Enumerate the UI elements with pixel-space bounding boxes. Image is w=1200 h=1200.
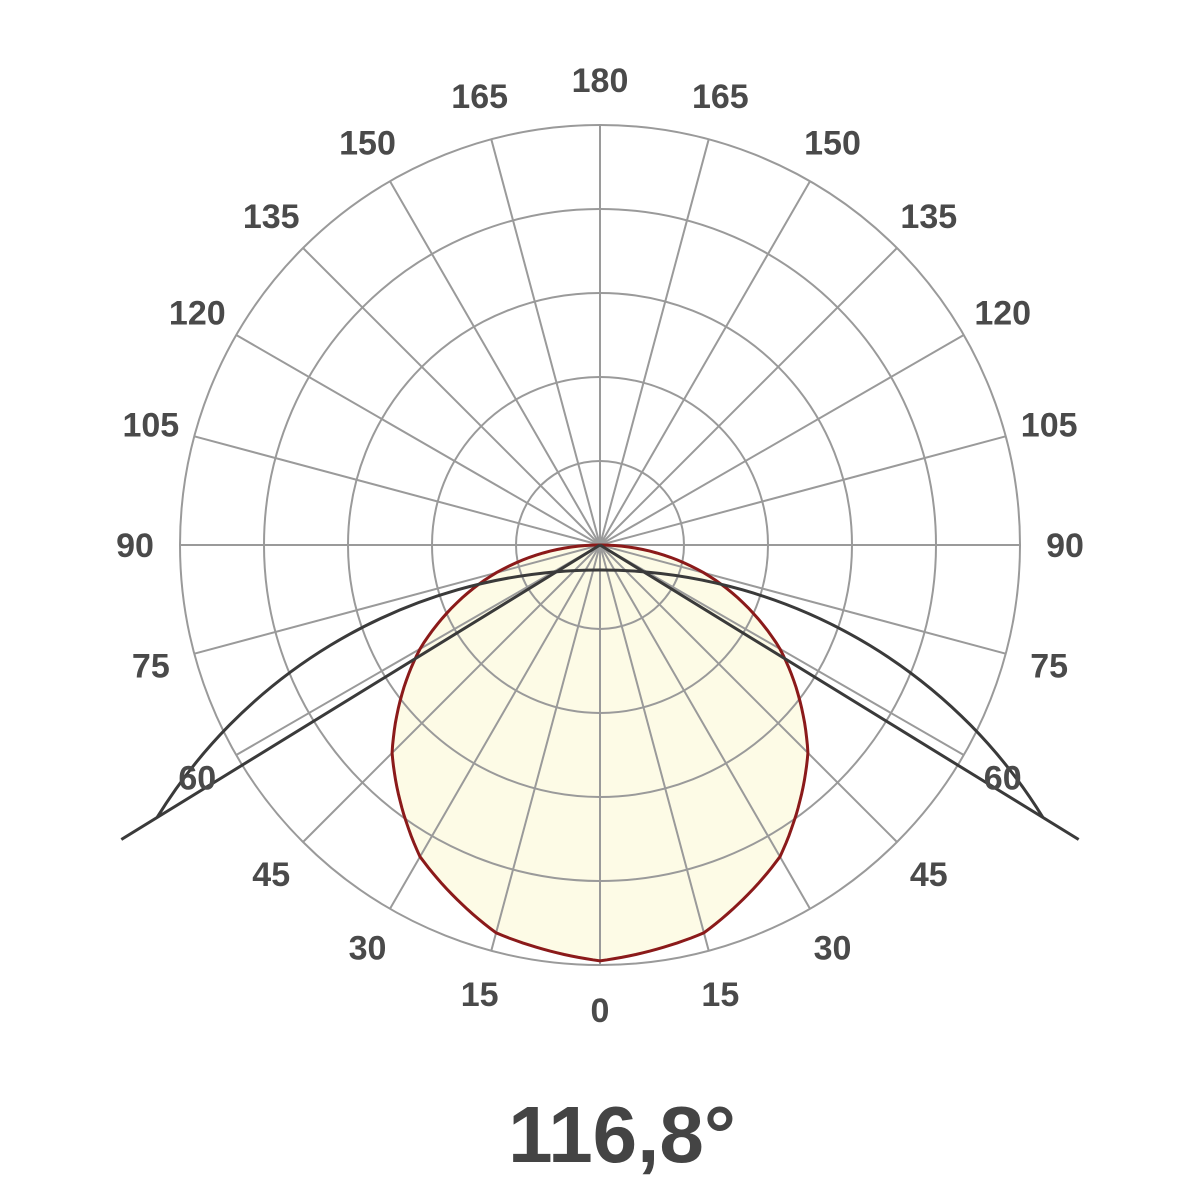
angle-tick-label: 0 bbox=[591, 992, 610, 1030]
grid-spoke bbox=[599, 544, 710, 951]
angle-tick-label: 105 bbox=[122, 407, 179, 445]
angle-tick-label: 120 bbox=[974, 295, 1031, 333]
beam-angle-line bbox=[599, 543, 1080, 841]
angle-tick-label: 150 bbox=[339, 124, 396, 162]
angle-tick-label: 30 bbox=[814, 930, 852, 968]
angle-tick-label: 135 bbox=[900, 198, 957, 236]
angle-tick-label: 150 bbox=[804, 124, 861, 162]
angle-tick-label: 30 bbox=[349, 930, 387, 968]
angle-tick-label: 75 bbox=[1030, 647, 1068, 685]
angle-tick-label: 15 bbox=[461, 976, 499, 1014]
grid-spoke bbox=[490, 544, 601, 951]
grid-spoke bbox=[599, 247, 898, 546]
grid-spoke bbox=[599, 544, 1006, 655]
angle-tick-label: 45 bbox=[252, 856, 290, 894]
grid-spoke bbox=[599, 139, 710, 546]
chart-title: 116,8° bbox=[508, 1090, 736, 1179]
intensity-curve bbox=[390, 543, 810, 963]
grid-spoke bbox=[235, 334, 601, 546]
grid-spoke bbox=[194, 544, 601, 655]
angle-tick-label: 105 bbox=[1021, 407, 1078, 445]
beam-angle-line bbox=[120, 543, 601, 841]
angle-tick-label: 165 bbox=[451, 78, 508, 116]
angle-tick-label: 75 bbox=[132, 647, 170, 685]
grid-spoke bbox=[389, 180, 601, 546]
angle-tick-label: 180 bbox=[572, 62, 629, 100]
angle-tick-label: 90 bbox=[1046, 527, 1084, 565]
grid-spoke bbox=[599, 435, 1006, 546]
angle-tick-label: 60 bbox=[178, 760, 216, 798]
grid-spoke bbox=[389, 544, 601, 910]
angle-tick-label: 90 bbox=[116, 527, 154, 565]
grid-spoke bbox=[302, 247, 601, 546]
grid-spoke bbox=[599, 180, 811, 546]
angle-tick-label: 60 bbox=[984, 760, 1022, 798]
grid-spoke bbox=[302, 544, 601, 843]
grid-spoke bbox=[194, 435, 601, 546]
angle-tick-label: 135 bbox=[243, 198, 300, 236]
angle-tick-label: 165 bbox=[692, 78, 749, 116]
angle-tick-label: 15 bbox=[701, 976, 739, 1014]
grid-spoke bbox=[599, 334, 965, 546]
grid-spoke bbox=[599, 544, 811, 910]
grid-spoke bbox=[599, 544, 898, 843]
angle-tick-label: 45 bbox=[910, 856, 948, 894]
grid-spoke bbox=[490, 139, 601, 546]
angle-tick-label: 120 bbox=[169, 295, 226, 333]
beam-angle-arc bbox=[155, 568, 1045, 819]
